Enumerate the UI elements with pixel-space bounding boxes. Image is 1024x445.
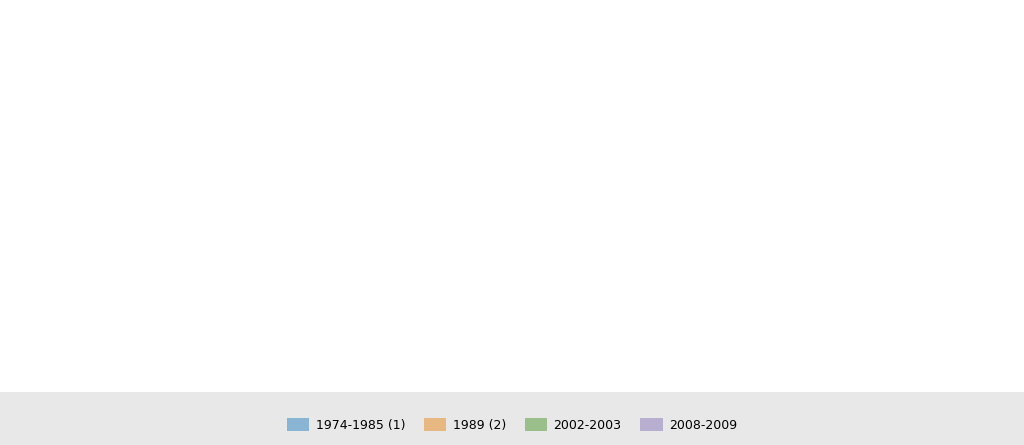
Text: 5,6: 5,6 <box>604 304 614 322</box>
Text: 12,4: 12,4 <box>467 258 477 283</box>
Bar <box>292 70 321 356</box>
Bar <box>760 123 788 356</box>
Text: 41,4: 41,4 <box>741 93 751 118</box>
Text: 40,9: 40,9 <box>770 96 779 121</box>
Text: 3,6: 3,6 <box>633 316 643 333</box>
Text: 28,7: 28,7 <box>713 165 723 190</box>
Bar <box>98 338 127 356</box>
Text: 6,4: 6,4 <box>575 299 586 317</box>
Text: 3,1: 3,1 <box>108 319 118 336</box>
Text: 48,0: 48,0 <box>798 56 808 80</box>
Bar <box>70 331 98 356</box>
Bar <box>41 311 70 356</box>
Bar <box>127 346 156 356</box>
Text: 41,4: 41,4 <box>273 93 283 118</box>
Bar <box>954 260 983 356</box>
Bar <box>897 281 926 356</box>
Bar <box>372 340 400 356</box>
Bar <box>263 120 292 356</box>
Text: 9,0: 9,0 <box>438 285 449 303</box>
Bar <box>926 279 954 356</box>
Bar <box>595 324 624 356</box>
Legend: 1974-1985 (1), 1989 (2), 2002-2003, 2008-2009: 1974-1985 (1), 1989 (2), 2002-2003, 2008… <box>282 413 742 437</box>
Bar <box>207 251 236 356</box>
Text: 13,2: 13,2 <box>906 254 916 279</box>
Text: 13,5: 13,5 <box>935 252 945 277</box>
Bar <box>868 311 897 356</box>
Title: Feminino: Feminino <box>721 11 800 26</box>
Text: 16,9: 16,9 <box>964 233 974 257</box>
Text: 5,4: 5,4 <box>410 305 420 323</box>
Bar <box>566 320 595 356</box>
Text: 11,8: 11,8 <box>547 262 557 287</box>
Bar <box>458 285 486 356</box>
Text: 18,5: 18,5 <box>216 224 226 248</box>
Bar <box>538 289 566 356</box>
Text: 50,1: 50,1 <box>301 44 311 68</box>
Bar <box>236 186 263 356</box>
Title: Masculino: Masculino <box>221 11 306 26</box>
Bar <box>732 120 760 356</box>
Text: 2,8: 2,8 <box>381 320 391 338</box>
Bar <box>400 325 429 356</box>
Text: 4,4: 4,4 <box>79 311 89 329</box>
Bar <box>788 82 817 356</box>
Text: 8,0: 8,0 <box>50 291 60 308</box>
Bar <box>703 192 732 356</box>
Text: 1,8: 1,8 <box>136 326 146 344</box>
Text: 8,0: 8,0 <box>878 291 888 308</box>
Bar <box>429 305 458 356</box>
Text: 29,9: 29,9 <box>245 158 254 183</box>
Bar <box>624 336 652 356</box>
